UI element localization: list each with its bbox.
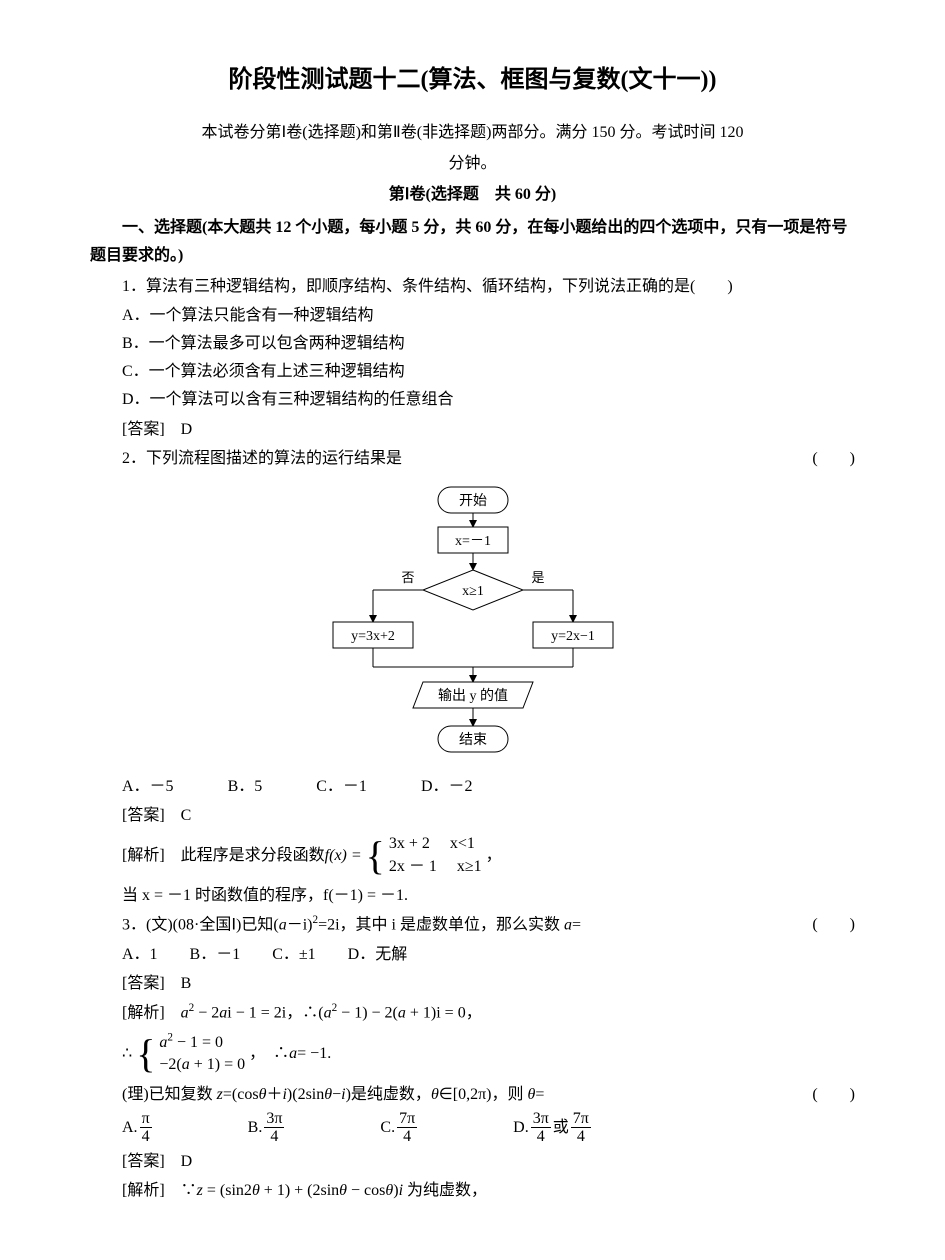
q3l-option-c: C.7π4 [380,1110,419,1146]
flow-end: 结束 [459,732,487,748]
q2-analysis-2: 当 x = －1 时函数值的程序，f(－1) = －1. [90,882,855,909]
q3w-answer: [答案] B [90,970,855,997]
brace-icon: { [136,1034,155,1074]
q1-stem: 1．算法有三种逻辑结构，即顺序结构、条件结构、循环结构，下列说法正确的是( ) [90,273,855,300]
q3l-option-a: A.π4 [122,1110,154,1146]
page-title: 阶段性测试题十二(算法、框图与复数(文十一)) [90,60,855,101]
q1-option-b: B．一个算法最多可以包含两种逻辑结构 [90,330,855,357]
flow-assign: x=－1 [455,534,491,549]
brace-icon: { [366,836,385,876]
q2-piece-2: 2x － 1 x≥1 [389,858,482,875]
q2-answer: [答案] C [90,802,855,829]
section-1-heading: 第Ⅰ卷(选择题 共 60 分) [90,181,855,208]
q2-stem-text: 2．下列流程图描述的算法的运行结果是 [122,450,402,467]
q2-piece-1: 3x + 2 x<1 [389,835,475,852]
q1-option-c: C．一个算法必须含有上述三种逻辑结构 [90,358,855,385]
q1-option-a: A．一个算法只能含有一种逻辑结构 [90,302,855,329]
flow-start: 开始 [459,493,487,509]
q1-option-d: D．一个算法可以含有三种逻辑结构的任意组合 [90,386,855,413]
q3l-answer: [答案] D [90,1148,855,1175]
intro-line-1: 本试卷分第Ⅰ卷(选择题)和第Ⅱ卷(非选择题)两部分。满分 150 分。考试时间 … [90,119,855,146]
q2-stem: 2．下列流程图描述的算法的运行结果是 ( ) [90,445,855,472]
q3l-option-b: B.3π4 [248,1110,287,1146]
q2-flowchart: 开始 x=－1 x≥1 否 y=3x+2 是 y=2x−1 输出 y 的值 结束 [313,482,633,762]
q2-option-c: C．－1 [316,773,367,800]
q2-option-a: A．－5 [122,773,174,800]
q2-option-d: D．－2 [421,773,473,800]
flow-right-box: y=2x−1 [551,629,595,644]
intro-line-2: 分钟。 [90,150,855,177]
section-1-instructions: 一、选择题(本大题共 12 个小题，每小题 5 分，共 60 分，在每小题给出的… [90,214,855,268]
q2-fx: f(x) = [325,842,362,869]
q2-analysis-1: [解析] 此程序是求分段函数 f(x) = { 3x + 2 x<1 2x － … [122,833,855,878]
q3l-option-d: D.3π4或7π4 [513,1110,593,1146]
flow-yes-label: 是 [531,570,544,585]
q3w-stem: 3．(文)(08·全国Ⅰ)已知(a－i)2=2i，其中 i 是虚数单位，那么实数… [90,911,855,939]
q3l-analysis: [解析] ∵z = (sin2θ + 1) + (2sinθ − cosθ)i … [90,1177,855,1204]
q2-option-b: B．5 [228,773,263,800]
q3w-analysis-1: [解析] a2 − 2ai − 1 = 2i，∴(a2 − 1) − 2(a +… [90,999,855,1027]
flow-cond: x≥1 [462,584,484,599]
q3l-paren: ( ) [780,1081,855,1108]
q2-analysis-label: [解析] 此程序是求分段函数 [122,842,325,869]
q3l-stem: (理)已知复数 z=(cosθ＋i)(2sinθ−i)是纯虚数，θ∈[0,2π)… [90,1081,855,1108]
q2-piecewise: { 3x + 2 x<1 2x － 1 x≥1 [366,833,482,878]
q2-options: A．－5 B．5 C．－1 D．－2 [122,772,855,800]
q3w-system: ∴ { a2 − 1 = 0 −2(a + 1) = 0 ， ∴a = −1. [122,1031,855,1077]
q2-paren: ( ) [780,445,855,472]
q3w-brace: { a2 − 1 = 0 −2(a + 1) = 0 [136,1031,245,1077]
q3l-options: A.π4 B.3π4 C.7π4 D.3π4或7π4 [122,1110,855,1146]
q2-comma: ， [486,842,502,869]
q3w-paren: ( ) [780,911,855,938]
flow-output: 输出 y 的值 [438,688,508,704]
flow-left-box: y=3x+2 [351,629,395,644]
q3w-options: A．1 B．－1 C．±1 D．无解 [90,941,855,968]
q1-answer: [答案] D [90,416,855,443]
flow-no-label: 否 [401,570,414,585]
